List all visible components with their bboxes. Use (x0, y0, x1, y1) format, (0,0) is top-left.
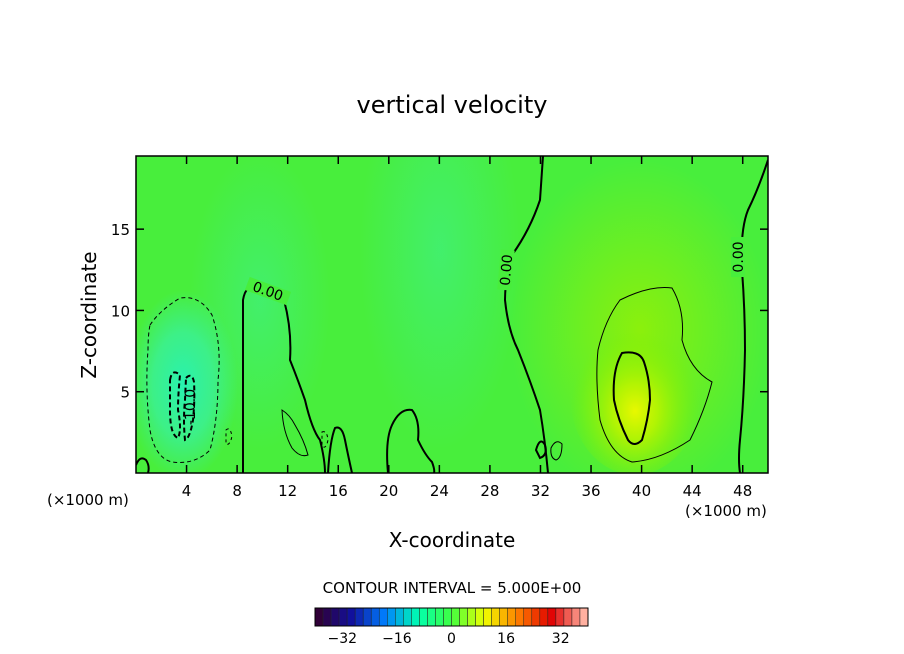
contour-neg-five-downdraft (146, 297, 220, 463)
colorbar-cell (483, 607, 492, 627)
chart-title: vertical velocity (357, 91, 548, 119)
y-tick-label: 10 (111, 302, 130, 320)
colorbar-cell (362, 607, 372, 627)
pale-band-center (360, 156, 520, 450)
contour-zero-7 (534, 440, 547, 460)
contour-lines (136, 156, 768, 473)
downdraft-shading (136, 290, 238, 473)
contour-zero-4 (386, 408, 436, 473)
plot-area: 0.00 0.00 0.00 -10.0 4 8 12 16 20 24 28 32 36 40 4… (111, 155, 769, 500)
colorbar-cell (314, 607, 324, 627)
colorbar-cell (563, 607, 573, 627)
colorbar-cell (419, 607, 428, 627)
contour-neg-ten-downdraft (169, 371, 182, 440)
contour-interval-text: CONTOUR INTERVAL = 5.000E+00 (323, 579, 582, 597)
contour-five-thin-2 (550, 441, 563, 461)
colorbar-tick-label: 0 (447, 631, 456, 647)
colorbar-cell (427, 607, 436, 627)
x-tick-label: 12 (278, 482, 297, 500)
colorbar-cell (515, 607, 525, 627)
contour-neg-ten-downdraft-b (183, 374, 196, 442)
contour-zero-3 (738, 159, 768, 473)
x-tick-label: 48 (733, 482, 752, 500)
x-units-label: (×1000 m) (685, 502, 767, 520)
contour-label-bg-2 (497, 249, 515, 291)
colorbar-cell (555, 607, 565, 627)
contour-label-4: -10.0 (183, 389, 199, 425)
colorbar-cell (499, 607, 508, 627)
colorbar-cell (547, 607, 557, 627)
colorbar-cell (579, 607, 589, 627)
colorbar-cell (539, 607, 549, 627)
contour-label-bg-3 (731, 237, 745, 277)
x-axis-label: X-coordinate (389, 528, 516, 552)
contour-label-2: 0.00 (498, 254, 517, 286)
field-shading (136, 156, 768, 473)
colorbar-tick-label: 16 (497, 631, 515, 647)
plot-frame (135, 155, 769, 474)
colorbar-cell (403, 607, 412, 627)
x-tick-label: 36 (581, 482, 600, 500)
colorbar-cell (354, 607, 364, 627)
colorbar-frame (314, 607, 589, 627)
z-units-label: (×1000 m) (47, 491, 129, 509)
colorbar-cell (467, 607, 476, 627)
x-tick-label: 20 (379, 482, 398, 500)
colorbar-tick-label: −32 (328, 631, 358, 647)
x-tick-label: 28 (480, 482, 499, 500)
contour-zero-6 (136, 457, 150, 473)
contour-zero-5 (327, 426, 353, 473)
colorbar-cell (322, 607, 332, 627)
x-tick-label: 16 (329, 482, 348, 500)
colorbar-cell (346, 607, 356, 627)
colorbar-cell (491, 607, 500, 627)
x-tick-label: 44 (683, 482, 702, 500)
colorbar-cell (387, 607, 396, 627)
colorbar-cell (411, 607, 420, 627)
colorbar-cell (370, 607, 380, 627)
x-tick-label: 24 (430, 482, 449, 500)
colorbar-cell (435, 607, 444, 627)
colorbar-cell (330, 607, 340, 627)
colorbar-cell (443, 607, 452, 627)
contour-neg-small-1 (225, 428, 233, 445)
contour-zero-2 (503, 156, 549, 473)
contour-label-3: 0.00 (731, 241, 747, 272)
colorbar-cell (531, 607, 541, 627)
colorbar-cell (459, 607, 468, 627)
contour-label-bg-1 (244, 276, 292, 306)
colorbar-cell (395, 607, 404, 627)
y-axis-label: Z-coordinate (77, 251, 101, 378)
contour-neg-small-2 (321, 431, 329, 448)
colorbar: −32 −16 0 16 32 (314, 607, 589, 647)
colorbar-cell (378, 607, 388, 627)
contour-five-updraft (596, 287, 713, 463)
x-tick-label: 8 (232, 482, 242, 500)
contour-ten-updraft (612, 351, 652, 445)
colorbar-cell (523, 607, 533, 627)
y-tick-label: 5 (120, 384, 130, 402)
contour-five-thin-1 (281, 409, 309, 457)
colorbar-cell (475, 607, 484, 627)
colorbar-cell (451, 607, 460, 627)
colorbar-tick-label: −16 (382, 631, 412, 647)
updraft-shading (570, 315, 700, 473)
colorbar-cell (507, 607, 516, 627)
colorbar-cell (338, 607, 348, 627)
contour-label-layer: 0.00 0.00 0.00 -10.0 (183, 237, 747, 425)
y-tick-label: 15 (111, 221, 130, 239)
x-tick-label: 4 (182, 482, 192, 500)
colorbar-cell (571, 607, 581, 627)
x-tick-label: 40 (632, 482, 651, 500)
x-tick-label: 32 (531, 482, 550, 500)
colorbar-tick-label: 32 (552, 631, 570, 647)
